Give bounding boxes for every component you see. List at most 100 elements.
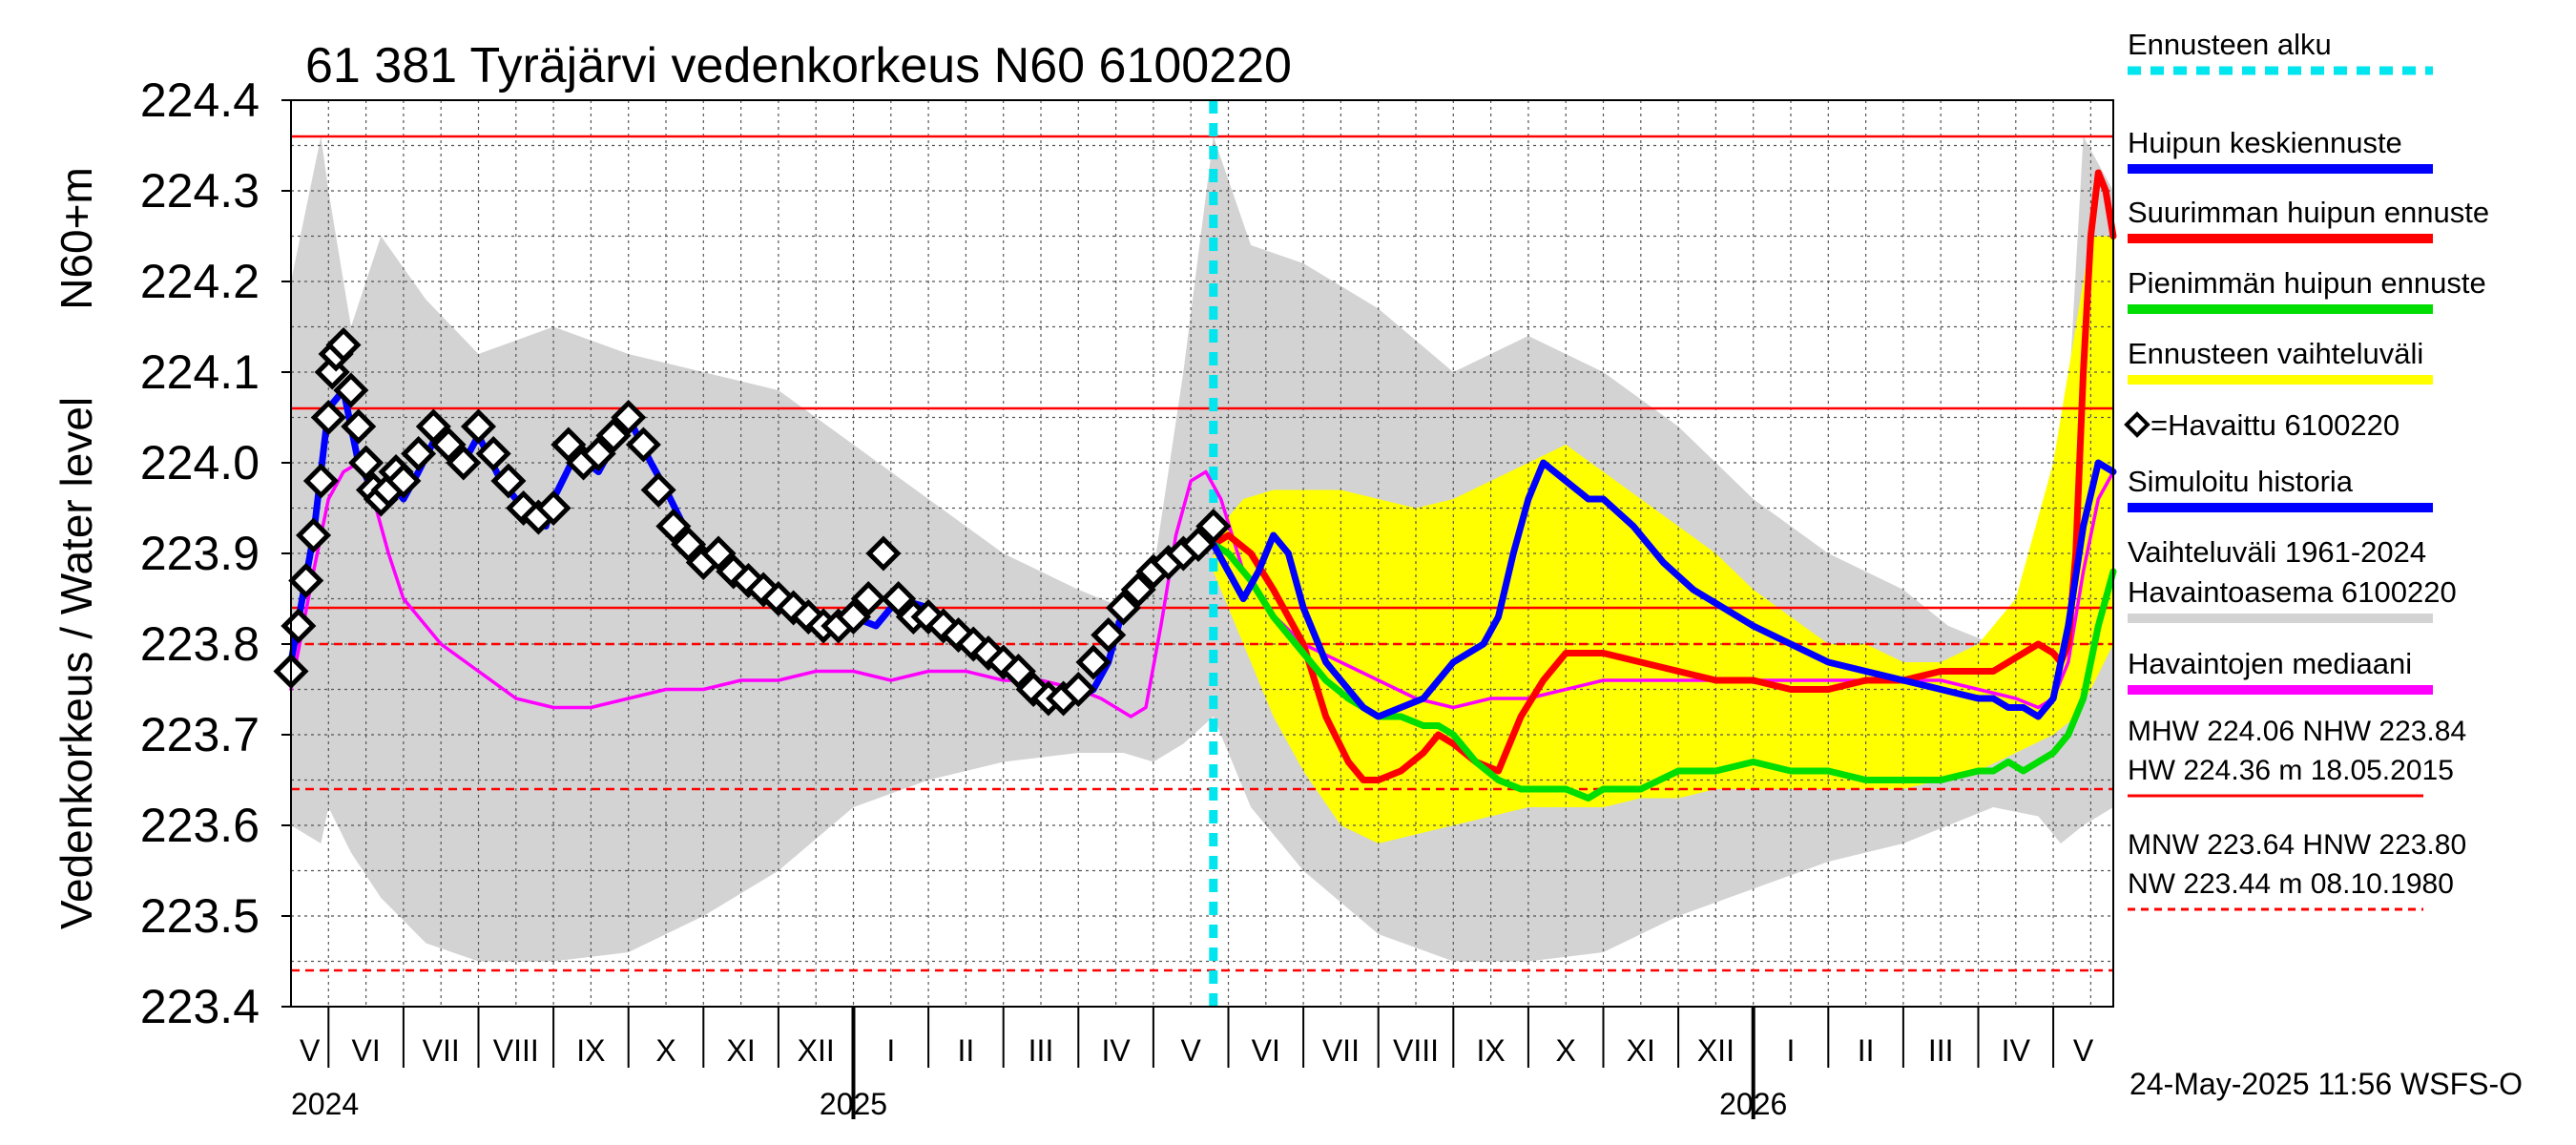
observed-marker xyxy=(490,463,527,499)
reference-lines-layer xyxy=(291,135,2113,972)
observed-marker xyxy=(865,535,902,572)
legend-label: =Havaittu 6100220 xyxy=(2150,408,2399,442)
month-label: VIII xyxy=(1393,1033,1439,1068)
y-tick-label: 223.7 xyxy=(140,708,260,761)
forecast-band-layer xyxy=(1213,236,2113,843)
legend-label: Ennusteen vaihteluväli xyxy=(2128,337,2423,370)
series-line-pienimm-n-huipun-ennuste xyxy=(1210,541,2117,802)
observed-marker xyxy=(1075,644,1111,680)
month-label: IX xyxy=(576,1033,605,1068)
month-label: III xyxy=(1928,1033,1954,1068)
stats-line-2: HW 224.36 m 18.05.2015 xyxy=(2128,755,2454,786)
observed-marker xyxy=(535,489,571,527)
observed-marker xyxy=(415,408,451,445)
observed-marker xyxy=(640,471,676,509)
month-label: III xyxy=(1028,1033,1054,1068)
observed-marker xyxy=(475,435,511,472)
observed-marker xyxy=(401,435,437,472)
month-label: X xyxy=(1556,1033,1576,1068)
month-label: X xyxy=(655,1033,675,1068)
y-axis-unit-label: N60+m xyxy=(52,167,101,310)
y-tick-label: 223.9 xyxy=(140,527,260,580)
y-tick-label: 224.0 xyxy=(140,436,260,489)
observed-marker xyxy=(1180,526,1216,563)
y-tick-label: 223.8 xyxy=(140,617,260,671)
year-label: 2025 xyxy=(820,1087,887,1121)
legend: Ennusteen alku Huipun keskiennuste Suurimm… xyxy=(2124,28,2489,695)
month-label: V xyxy=(1181,1033,1202,1068)
month-label: V xyxy=(300,1033,321,1068)
timestamp-label: 24-May-2025 11:56 WSFS-O xyxy=(2129,1067,2523,1101)
month-label: IV xyxy=(2002,1033,2031,1068)
observed-marker xyxy=(595,417,632,454)
observed-marker xyxy=(625,427,661,463)
month-label: VI xyxy=(1252,1033,1280,1068)
y-tick-label: 223.4 xyxy=(140,980,260,1033)
month-label: II xyxy=(958,1033,975,1068)
observed-marker xyxy=(700,535,737,572)
observed-marker xyxy=(296,517,332,553)
year-label: 2024 xyxy=(291,1087,359,1121)
grid-layer xyxy=(290,99,2113,1008)
observed-marker xyxy=(551,427,587,463)
month-label: IV xyxy=(1101,1033,1131,1068)
observed-marker xyxy=(288,562,324,599)
observed-marker xyxy=(1105,590,1142,626)
statistics-block: MHW 224.06 NHW 223.84 HW 224.36 m 18.05.… xyxy=(2128,716,2466,911)
stats-line-4: NW 223.44 m 08.10.1980 xyxy=(2128,868,2454,900)
month-label: XII xyxy=(798,1033,835,1068)
month-label: II xyxy=(1858,1033,1875,1068)
month-label: I xyxy=(1787,1033,1796,1068)
observed-marker xyxy=(1195,508,1232,545)
legend-label: Havaintoasema 6100220 xyxy=(2128,575,2457,609)
observed-markers-layer xyxy=(273,326,1232,717)
observed-marker xyxy=(341,408,377,445)
y-tick-label: 224.2 xyxy=(140,255,260,308)
observed-marker xyxy=(1120,572,1156,608)
month-label: XI xyxy=(1627,1033,1655,1068)
month-label: XII xyxy=(1697,1033,1735,1068)
observed-marker xyxy=(302,463,339,499)
observed-marker xyxy=(835,598,872,635)
observed-marker xyxy=(850,580,886,617)
observed-marker xyxy=(446,445,482,481)
y-tick-label: 224.3 xyxy=(140,164,260,218)
year-label: 2026 xyxy=(1719,1087,1787,1121)
legend-label: Huipun keskiennuste xyxy=(2128,126,2402,159)
y-tick-label: 223.5 xyxy=(140,889,260,943)
month-label: VII xyxy=(1322,1033,1360,1068)
legend-label: Pienimmän huipun ennuste xyxy=(2128,266,2486,300)
month-label: VI xyxy=(351,1033,380,1068)
observed-marker xyxy=(333,372,369,408)
observed-marker xyxy=(310,399,346,436)
y-tick-label: 224.1 xyxy=(140,345,260,399)
observed-marker xyxy=(430,427,467,463)
series-line-huipun-keskiennuste xyxy=(1210,459,2117,720)
observed-marker xyxy=(460,408,497,445)
legend-label: Vaihteluväli 1961-2024 xyxy=(2128,535,2426,569)
y-tick-label: 224.4 xyxy=(140,73,260,127)
series-line-havaintojen-mediaani xyxy=(289,461,2115,718)
legend-label: Suurimman huipun ennuste xyxy=(2128,196,2489,229)
observed-marker xyxy=(1091,616,1127,654)
observed-marker xyxy=(1000,653,1036,690)
y-tick-label: 223.6 xyxy=(140,799,260,852)
chart-title: 61 381 Tyräjärvi vedenkorkeus N60 610022… xyxy=(305,38,1292,94)
stats-line-1: MHW 224.06 NHW 223.84 xyxy=(2128,716,2466,747)
observed-marker xyxy=(611,399,647,436)
month-label: VIII xyxy=(493,1033,539,1068)
month-label: IX xyxy=(1476,1033,1505,1068)
legend-marker-observed xyxy=(2124,411,2150,438)
y-axis-label: Vedenkorkeus / Water level xyxy=(52,397,101,929)
observed-marker xyxy=(671,526,707,563)
observed-marker xyxy=(655,508,692,545)
legend-label: Havaintojen mediaani xyxy=(2128,647,2412,680)
observed-marker xyxy=(580,435,616,472)
observed-marker xyxy=(1060,671,1096,708)
observed-marker xyxy=(325,326,362,364)
observed-marker xyxy=(348,445,384,481)
month-label: XI xyxy=(726,1033,755,1068)
stats-line-3: MNW 223.64 HNW 223.80 xyxy=(2128,829,2466,861)
